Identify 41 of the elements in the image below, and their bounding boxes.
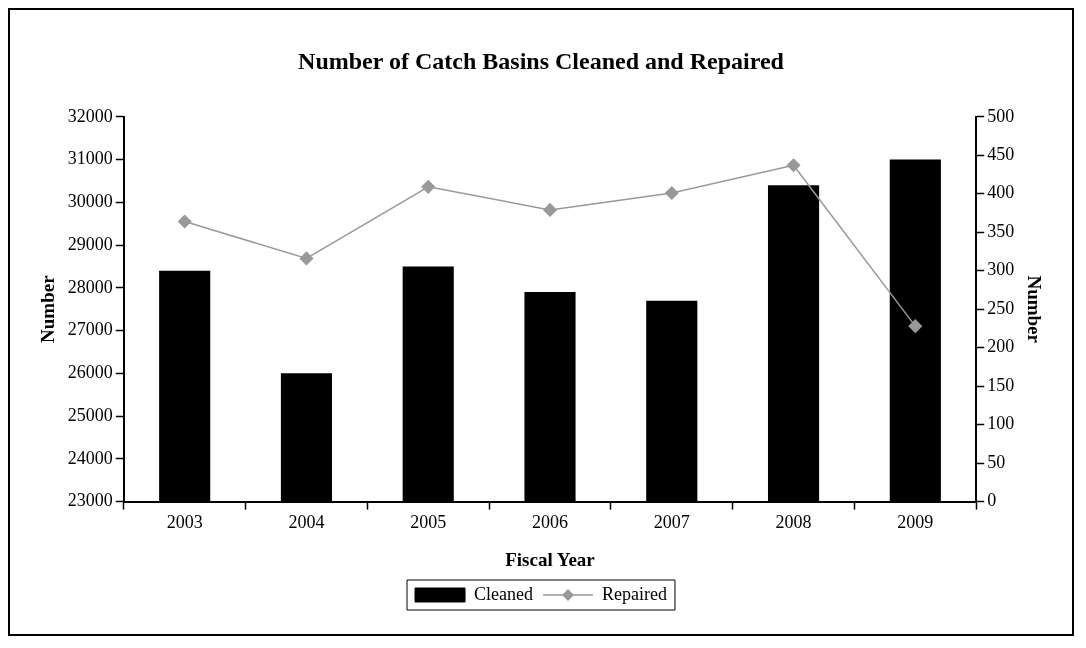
y2-tick-label: 250 [987, 297, 1015, 318]
y2-tick-label: 300 [987, 259, 1015, 280]
point [908, 319, 923, 333]
y-tick-label: 23000 [67, 490, 113, 511]
y-tick-label: 27000 [67, 319, 113, 340]
y2-tick-label: 100 [987, 413, 1015, 434]
point [786, 158, 801, 173]
y2-tick-label: 50 [987, 451, 1006, 472]
y-tick-label: 31000 [67, 148, 113, 169]
x-tick-label: 2009 [897, 512, 934, 533]
y-tick-label: 28000 [67, 276, 113, 297]
point [177, 214, 192, 229]
x-tick-label: 2004 [288, 512, 325, 533]
x-tick-label: 2008 [775, 512, 812, 533]
y-axis-title: Number [37, 274, 59, 343]
y-tick-label: 32000 [67, 105, 113, 126]
y2-tick-label: 400 [987, 182, 1015, 203]
y2-tick-label: 0 [987, 490, 997, 511]
y2-tick-label: 350 [987, 220, 1015, 241]
y-tick-label: 29000 [67, 233, 113, 254]
y-tick-label: 24000 [67, 447, 113, 468]
x-tick-label: 2003 [166, 512, 203, 533]
x-tick-label: 2007 [653, 512, 690, 533]
y2-tick-label: 200 [987, 336, 1015, 357]
y2-tick-label: 500 [987, 105, 1015, 126]
y-tick-label: 30000 [67, 191, 113, 212]
chart-title: Number of Catch Basins Cleaned and Repaired [298, 47, 785, 74]
point [421, 180, 435, 194]
legend-label: Repaired [602, 583, 667, 604]
x-tick-label: 2006 [532, 512, 568, 533]
y-tick-label: 26000 [67, 362, 113, 383]
x-tick-label: 2005 [410, 512, 447, 533]
y2-tick-label: 450 [987, 144, 1015, 165]
y2-tick-label: 150 [987, 374, 1015, 395]
y-tick-label: 25000 [67, 404, 113, 425]
legend-label: Cleaned [474, 583, 534, 604]
point [665, 186, 679, 200]
point [299, 251, 314, 266]
point [543, 203, 557, 217]
y2-axis-title: Number [1023, 275, 1045, 344]
x-axis-title: Fiscal Year [505, 548, 596, 570]
